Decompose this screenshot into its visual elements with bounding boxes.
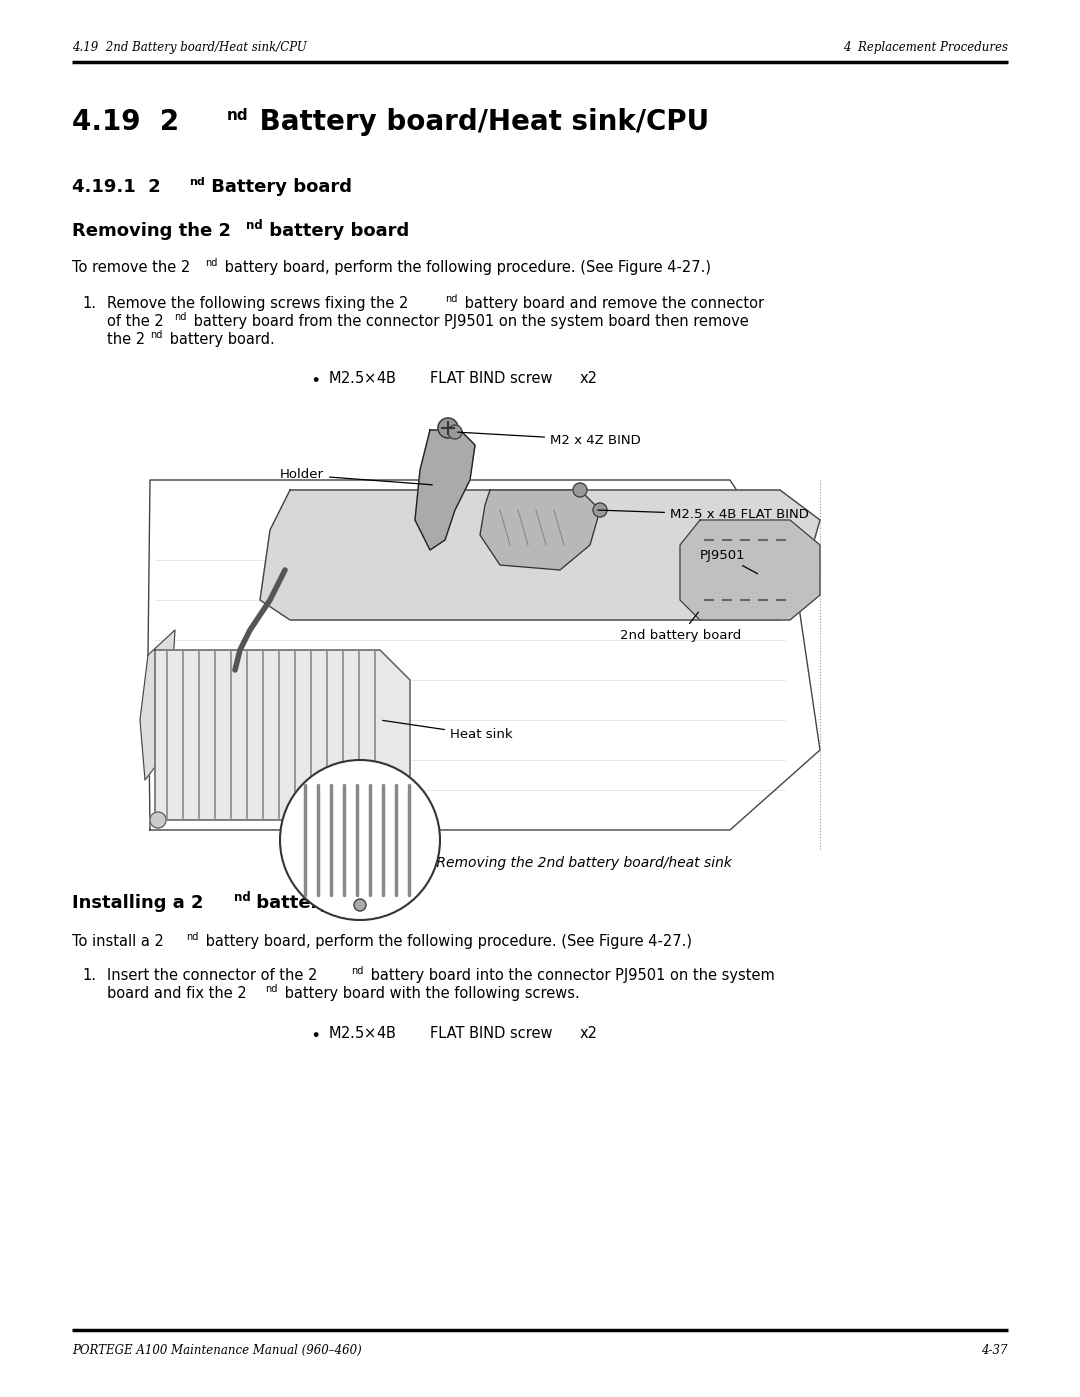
Text: battery board, perform the following procedure. (See Figure 4-27.): battery board, perform the following pro… xyxy=(220,260,711,275)
Text: 4.19  2nd Battery board/Heat sink/CPU: 4.19 2nd Battery board/Heat sink/CPU xyxy=(72,41,307,53)
Text: nd: nd xyxy=(189,177,205,187)
Text: battery board with the following screws.: battery board with the following screws. xyxy=(280,986,580,1002)
Circle shape xyxy=(448,425,462,439)
Polygon shape xyxy=(680,520,820,620)
Text: $\bullet$: $\bullet$ xyxy=(310,369,320,387)
Circle shape xyxy=(354,900,366,911)
Text: Battery board: Battery board xyxy=(205,177,352,196)
Text: Removing the 2: Removing the 2 xyxy=(72,222,231,240)
Text: nd: nd xyxy=(445,295,457,305)
Text: Heat sink: Heat sink xyxy=(382,721,513,742)
Text: nd: nd xyxy=(246,219,262,232)
Text: 4.19.1  2: 4.19.1 2 xyxy=(72,177,161,196)
Text: nd: nd xyxy=(351,967,363,977)
Text: 4-37: 4-37 xyxy=(982,1344,1008,1356)
Text: of the 2: of the 2 xyxy=(107,314,164,330)
Polygon shape xyxy=(480,490,600,570)
Text: 1.: 1. xyxy=(82,968,96,983)
Text: Remove the following screws fixing the 2: Remove the following screws fixing the 2 xyxy=(107,296,408,312)
Text: 1.: 1. xyxy=(82,296,96,312)
Polygon shape xyxy=(415,430,475,550)
Text: x2: x2 xyxy=(580,1025,598,1041)
Text: FLAT BIND screw: FLAT BIND screw xyxy=(430,1025,553,1041)
Text: To remove the 2: To remove the 2 xyxy=(72,260,190,275)
Text: Figure 4-27  Removing the 2nd battery board/heat sink: Figure 4-27 Removing the 2nd battery boa… xyxy=(348,856,732,870)
Polygon shape xyxy=(140,630,175,780)
Text: nd: nd xyxy=(265,985,278,995)
Text: 4.19  2: 4.19 2 xyxy=(72,108,179,136)
Text: battery board: battery board xyxy=(264,222,409,240)
Text: nd: nd xyxy=(205,258,217,268)
Circle shape xyxy=(438,418,458,439)
Text: $\bullet$: $\bullet$ xyxy=(310,1024,320,1042)
Text: To install a 2: To install a 2 xyxy=(72,935,164,949)
Circle shape xyxy=(150,812,166,828)
Text: M2 x 4Z BIND: M2 x 4Z BIND xyxy=(458,432,640,447)
Text: Insert the connector of the 2: Insert the connector of the 2 xyxy=(107,968,318,983)
Text: the 2: the 2 xyxy=(107,332,145,346)
Text: M2.5$\times$4B: M2.5$\times$4B xyxy=(328,370,396,386)
Text: nd: nd xyxy=(150,331,162,341)
Text: battery board, perform the following procedure. (See Figure 4-27.): battery board, perform the following pro… xyxy=(201,935,692,949)
Text: Installing a 2: Installing a 2 xyxy=(72,894,203,912)
Text: Battery board/Heat sink/CPU: Battery board/Heat sink/CPU xyxy=(249,108,710,136)
Text: 4  Replacement Procedures: 4 Replacement Procedures xyxy=(843,41,1008,53)
Text: battery board from the connector PJ9501 on the system board then remove: battery board from the connector PJ9501 … xyxy=(189,314,748,330)
Text: battery board and remove the connector: battery board and remove the connector xyxy=(460,296,765,312)
Text: M2.5 x 4B FLAT BIND: M2.5 x 4B FLAT BIND xyxy=(597,509,809,521)
Text: battery board: battery board xyxy=(249,894,396,912)
Text: battery board.: battery board. xyxy=(165,332,274,346)
Text: nd: nd xyxy=(227,108,248,123)
Circle shape xyxy=(593,503,607,517)
Polygon shape xyxy=(156,650,410,849)
Text: Holder: Holder xyxy=(280,468,432,485)
Text: PORTEGE A100 Maintenance Manual (960–460): PORTEGE A100 Maintenance Manual (960–460… xyxy=(72,1344,362,1356)
Text: nd: nd xyxy=(234,891,251,904)
Text: nd: nd xyxy=(186,933,199,943)
Polygon shape xyxy=(260,490,820,620)
Circle shape xyxy=(573,483,588,497)
Text: x2: x2 xyxy=(580,372,598,386)
Text: board and fix the 2: board and fix the 2 xyxy=(107,986,246,1002)
Polygon shape xyxy=(148,481,820,830)
Circle shape xyxy=(280,760,440,921)
Text: PJ9501: PJ9501 xyxy=(700,549,757,574)
Text: battery board into the connector PJ9501 on the system: battery board into the connector PJ9501 … xyxy=(366,968,774,983)
Text: M2.5$\times$4B: M2.5$\times$4B xyxy=(328,1025,396,1041)
Text: FLAT BIND screw: FLAT BIND screw xyxy=(430,372,553,386)
Text: nd: nd xyxy=(174,313,187,323)
Text: 2nd battery board: 2nd battery board xyxy=(620,612,741,641)
